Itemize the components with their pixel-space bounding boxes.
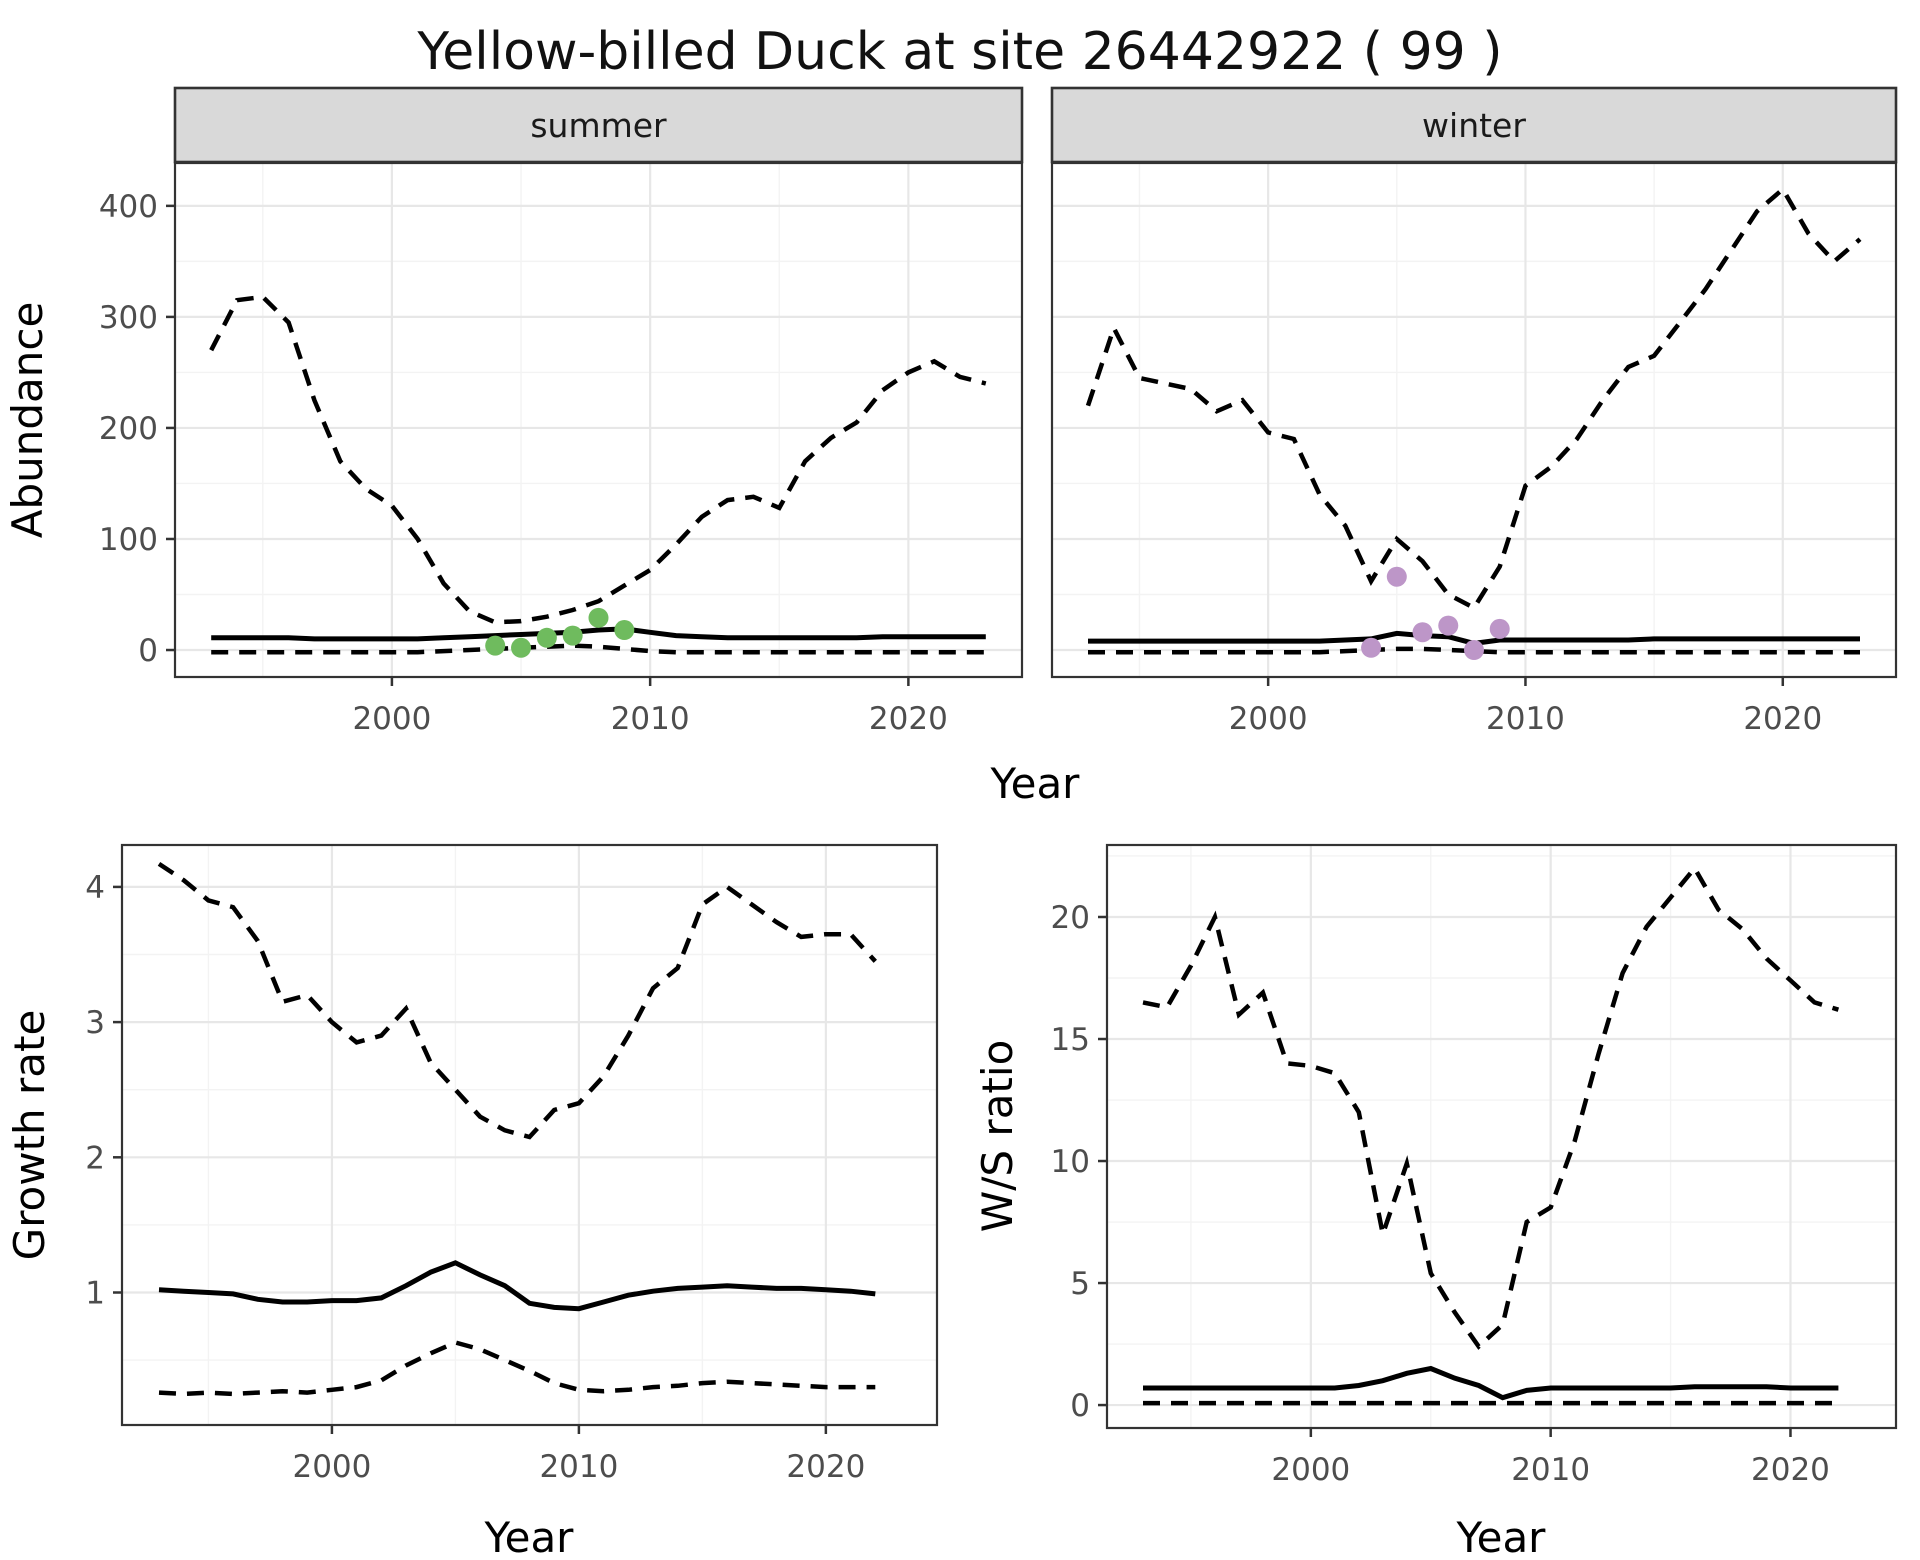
panel-border: [1105, 843, 1898, 1430]
observed-counts-summer-point: [562, 625, 583, 646]
observed-counts-summer-point: [485, 635, 506, 656]
y-axis-title-growth: Growth rate: [5, 1010, 54, 1261]
x-axis-title-ws: Year: [1456, 1513, 1547, 1560]
y-axis-title-top-row: Abundance: [3, 302, 52, 539]
x-tick-label-summer: 2000: [352, 701, 431, 737]
facet-strip: [1050, 86, 1898, 164]
y-tick-label-ws: 0: [1070, 1388, 1090, 1424]
y-tick-label-growth: 2: [85, 1140, 105, 1176]
y-tick-label-summer: 400: [99, 189, 158, 225]
x-tick-label-ws: 2000: [1271, 1452, 1350, 1488]
panel-background: [1052, 163, 1896, 677]
observed-counts-summer-point: [536, 627, 557, 648]
panel-growth: [113, 843, 939, 1434]
x-tick-label-growth: 2000: [292, 1449, 371, 1485]
x-tick-label-winter: 2000: [1229, 701, 1308, 737]
growth-lower_ci-line: [158, 1340, 876, 1397]
summer-estimate-line: [211, 626, 986, 642]
facet-strip: [173, 86, 1024, 164]
x-axis-title-top-row: Year: [990, 759, 1081, 808]
observed-counts-summer-point: [614, 620, 635, 641]
observed-counts-winter-point: [1412, 622, 1433, 643]
panel-border: [120, 843, 939, 1427]
observed-counts-winter-point: [1361, 637, 1382, 658]
x-axis-title-growth: Year: [484, 1513, 575, 1560]
facet-strip-label-winter: winter: [1422, 106, 1526, 145]
series-ws: [1142, 864, 1840, 1406]
y-tick-label-growth: 4: [85, 870, 105, 906]
panel-summer: [166, 86, 1024, 686]
observed-counts-summer-point: [588, 607, 609, 628]
y-tick-label-ws: 10: [1051, 1144, 1090, 1180]
ws-estimate-line: [1143, 1365, 1839, 1401]
summer-upper_ci-line: [209, 294, 987, 625]
y-tick-label-ws: 15: [1051, 1022, 1090, 1058]
y-tick-label-summer: 100: [99, 522, 158, 558]
observed-counts-winter-point: [1438, 615, 1459, 636]
series-summer: [209, 294, 987, 655]
y-tick-label-ws: 5: [1070, 1266, 1090, 1302]
panel-ws: [1098, 843, 1898, 1437]
y-tick-label-summer: 0: [138, 633, 158, 669]
series-growth: [157, 862, 877, 1397]
panel-background: [175, 163, 1022, 677]
x-tick-label-summer: 2010: [611, 701, 690, 737]
panel-winter: [1050, 86, 1898, 686]
x-tick-label-growth: 2010: [539, 1449, 618, 1485]
growth-estimate-line: [158, 1260, 876, 1312]
panel-background: [1107, 845, 1896, 1428]
summer-lower_ci-line: [211, 643, 986, 655]
winter-lower_ci-line: [1088, 646, 1860, 655]
plot-title: Yellow-billed Duck at site 26442922 ( 99…: [417, 22, 1503, 82]
x-tick-label-ws: 2020: [1751, 1452, 1830, 1488]
x-tick-label-winter: 2020: [1743, 701, 1822, 737]
observed-counts-winter-point: [1464, 640, 1484, 661]
y-tick-label-summer: 300: [99, 300, 158, 336]
observed-counts-winter-point: [1489, 618, 1510, 639]
y-axis-title-ws: W/S ratio: [973, 1040, 1022, 1233]
facet-strip-label-summer: summer: [530, 106, 667, 145]
ws-upper_ci-line: [1142, 864, 1840, 1350]
x-tick-label-winter: 2010: [1486, 701, 1565, 737]
observed-counts-winter-point: [1386, 566, 1407, 587]
y-tick-label-summer: 200: [99, 411, 158, 447]
y-tick-label-growth: 3: [85, 1005, 105, 1041]
winter-upper_ci-line: [1085, 185, 1862, 611]
observed-counts-summer-point: [511, 637, 532, 658]
y-tick-label-growth: 1: [85, 1276, 105, 1312]
x-tick-label-growth: 2020: [786, 1449, 865, 1485]
x-tick-label-summer: 2020: [869, 701, 948, 737]
x-tick-label-ws: 2010: [1511, 1452, 1590, 1488]
y-tick-label-ws: 20: [1051, 900, 1090, 936]
growth-upper_ci-line: [157, 862, 877, 1140]
